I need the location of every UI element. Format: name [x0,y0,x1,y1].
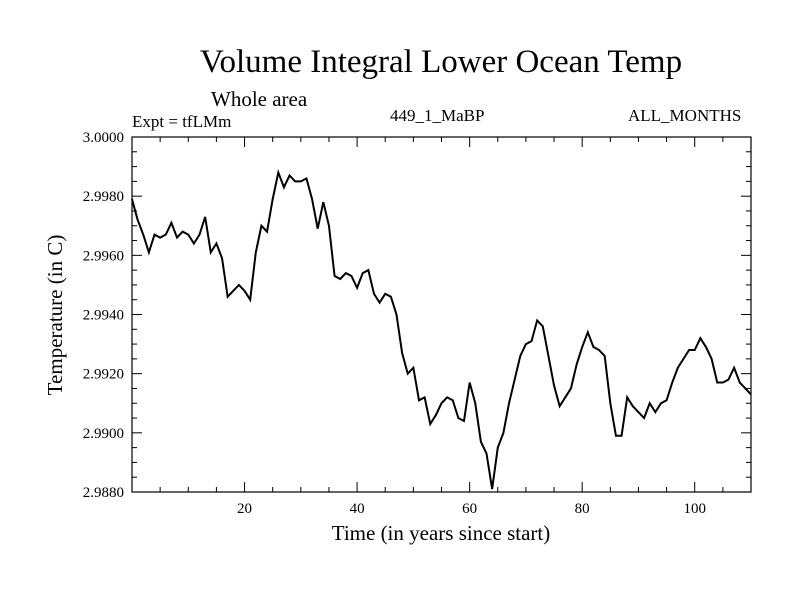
y-axis-label: Temperature (in C) [43,235,67,396]
axis-ticks [132,137,751,492]
y-tick-label: 2.9880 [83,485,124,501]
x-tick-label: 20 [237,501,252,517]
experiment-label: Expt = tfLMm [132,112,232,131]
plot-frame [131,136,752,493]
chart-title: Volume Integral Lower Ocean Temp [199,44,683,80]
months-label: ALL_MONTHS [628,106,742,125]
chart-subtitle: Whole area [211,87,308,111]
x-axis-label: Time (in years since start) [332,521,551,545]
y-tick-label: 2.9920 [83,367,124,383]
y-tick-label: 2.9960 [83,248,124,264]
y-tick-label: 3.0000 [83,130,124,146]
y-tick-label: 2.9980 [83,189,124,205]
temperature-series-line [131,168,752,490]
x-tick-label: 40 [350,501,365,517]
y-tick-label: 2.9900 [83,426,124,442]
run-id-label: 449_1_MaBP [390,106,485,125]
axis-tick-labels: 20 40 60 80 100 2.9880 2.9900 2.9920 2.9940 2.996… [83,130,706,517]
x-tick-label: 80 [575,501,590,517]
x-tick-label: 60 [462,501,477,517]
y-tick-label: 2.9940 [83,308,124,324]
x-tick-label: 100 [683,501,706,517]
